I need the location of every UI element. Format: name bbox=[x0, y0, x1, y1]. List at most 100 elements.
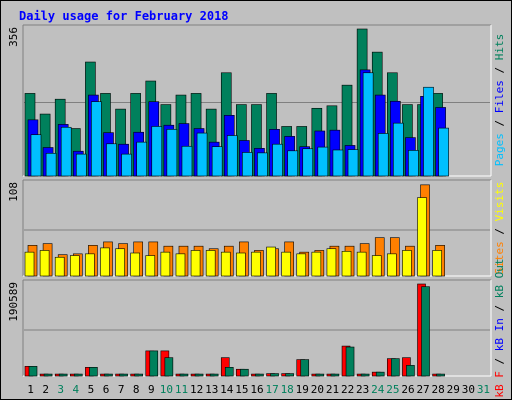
bar-visits-day-13 bbox=[205, 250, 216, 277]
bar-kb-out-day-23 bbox=[360, 373, 370, 377]
bar-visits-day-25 bbox=[387, 253, 397, 277]
bar-visits-day-14 bbox=[220, 251, 231, 277]
bar-visits-day-6 bbox=[100, 247, 110, 277]
bar-visits-day-17 bbox=[266, 246, 276, 277]
day-label-2: 2 bbox=[42, 383, 49, 396]
legend-kb-f: kB F bbox=[493, 371, 506, 398]
bar-pages-day-22 bbox=[347, 149, 359, 177]
panel-kb bbox=[23, 280, 491, 376]
bar-pages-day-16 bbox=[257, 152, 268, 177]
bar-pages-day-12 bbox=[196, 132, 208, 177]
day-label-26: 26 bbox=[401, 383, 414, 396]
day-label-30: 30 bbox=[462, 383, 475, 396]
bar-visits-day-23 bbox=[356, 251, 367, 277]
day-label-23: 23 bbox=[356, 383, 369, 396]
legend-separator: / bbox=[493, 221, 506, 241]
bar-visits-day-27 bbox=[417, 197, 427, 277]
bar-visits-day-4 bbox=[69, 255, 80, 277]
bar-visits-day-19 bbox=[296, 253, 307, 277]
day-label-16: 16 bbox=[250, 383, 263, 396]
bar-visits-day-3 bbox=[54, 256, 65, 277]
bar-pages-day-4 bbox=[75, 153, 87, 177]
ymax-tick-label: 190589 bbox=[7, 282, 20, 322]
day-label-6: 6 bbox=[103, 383, 110, 396]
bar-visits-day-15 bbox=[236, 252, 246, 277]
bar-visits-day-16 bbox=[251, 251, 261, 277]
bar-kb-out-day-2 bbox=[43, 373, 53, 377]
legend-separator: / bbox=[493, 298, 506, 318]
legend-hits-files-pages: Pages / Files / Hits bbox=[493, 34, 506, 167]
legend-separator: / bbox=[493, 60, 506, 80]
bar-kb-out-day-28 bbox=[436, 373, 445, 377]
day-label-10: 10 bbox=[160, 383, 173, 396]
bar-kb-out-day-8 bbox=[134, 373, 143, 377]
bar-visits-day-11 bbox=[175, 253, 186, 277]
bar-pages-day-25 bbox=[393, 122, 404, 177]
bar-pages-day-5 bbox=[91, 101, 102, 177]
bar-pages-day-28 bbox=[438, 127, 449, 177]
bar-kb-out-day-21 bbox=[330, 373, 340, 377]
day-label-20: 20 bbox=[311, 383, 324, 396]
bar-kb-out-day-1 bbox=[28, 366, 38, 377]
bar-visits-day-24 bbox=[371, 255, 382, 277]
bar-pages-day-17 bbox=[272, 143, 283, 177]
bar-visits-day-5 bbox=[85, 253, 95, 277]
bar-visits-day-8 bbox=[130, 252, 140, 277]
day-label-15: 15 bbox=[235, 383, 248, 396]
bar-pages-day-7 bbox=[121, 153, 132, 177]
day-label-24: 24 bbox=[371, 383, 385, 396]
ymax-tick-label: 356 bbox=[7, 27, 20, 47]
bar-visits-day-7 bbox=[115, 248, 125, 277]
day-label-4: 4 bbox=[73, 383, 80, 396]
legend-hits: Hits bbox=[493, 34, 506, 61]
bar-pages-day-10 bbox=[166, 129, 178, 177]
bar-pages-day-19 bbox=[302, 148, 314, 177]
bar-pages-day-27 bbox=[423, 86, 434, 177]
day-label-25: 25 bbox=[386, 383, 399, 396]
bar-kb-out-day-15 bbox=[240, 368, 249, 377]
bar-kb-out-day-27 bbox=[421, 286, 430, 377]
bar-kb-out-day-20 bbox=[315, 373, 325, 377]
legend-separator: / bbox=[493, 351, 506, 371]
day-label-5: 5 bbox=[88, 383, 95, 396]
bar-pages-day-1 bbox=[30, 134, 42, 177]
day-label-18: 18 bbox=[281, 383, 294, 396]
bar-pages-day-26 bbox=[408, 150, 419, 177]
bar-kb-out-day-11 bbox=[179, 373, 189, 377]
bar-pages-day-20 bbox=[317, 146, 329, 177]
bar-pages-day-11 bbox=[181, 145, 193, 177]
day-label-13: 13 bbox=[205, 383, 218, 396]
day-label-17: 17 bbox=[265, 383, 278, 396]
bar-visits-day-9 bbox=[145, 255, 156, 277]
bar-pages-day-2 bbox=[45, 152, 57, 177]
bar-visits-day-1 bbox=[24, 251, 35, 277]
bar-kb-out-day-7 bbox=[119, 373, 128, 377]
day-label-3: 3 bbox=[57, 383, 64, 396]
bar-kb-out-day-6 bbox=[104, 373, 113, 377]
legend-files: Files bbox=[493, 80, 506, 113]
day-label-27: 27 bbox=[416, 383, 429, 396]
chart-title: Daily usage for February 2018 bbox=[19, 9, 229, 23]
bar-pages-day-13 bbox=[211, 146, 223, 177]
day-label-7: 7 bbox=[118, 383, 125, 396]
bar-visits-day-18 bbox=[281, 251, 291, 277]
bar-pages-day-14 bbox=[226, 135, 238, 177]
bar-pages-day-9 bbox=[151, 126, 163, 177]
legend-visits-sites: Sites / Visits bbox=[493, 182, 506, 275]
bar-kb-out-day-25 bbox=[391, 358, 400, 377]
bar-kb-out-day-22 bbox=[345, 346, 355, 377]
legend-pages: Pages bbox=[493, 133, 506, 166]
bar-kb-out-day-26 bbox=[406, 365, 415, 377]
bar-kb-out-day-16 bbox=[255, 373, 264, 377]
bar-pages-day-21 bbox=[332, 149, 344, 177]
day-label-29: 29 bbox=[447, 383, 460, 396]
bar-kb-out-day-4 bbox=[73, 373, 83, 377]
day-label-19: 19 bbox=[296, 383, 309, 396]
bar-pages-day-6 bbox=[106, 143, 117, 177]
day-label-31: 31 bbox=[477, 383, 490, 396]
bar-visits-day-2 bbox=[39, 250, 50, 277]
day-label-1: 1 bbox=[27, 383, 34, 396]
bar-kb-out-day-13 bbox=[209, 373, 219, 377]
legend-sites: Sites bbox=[493, 241, 506, 274]
